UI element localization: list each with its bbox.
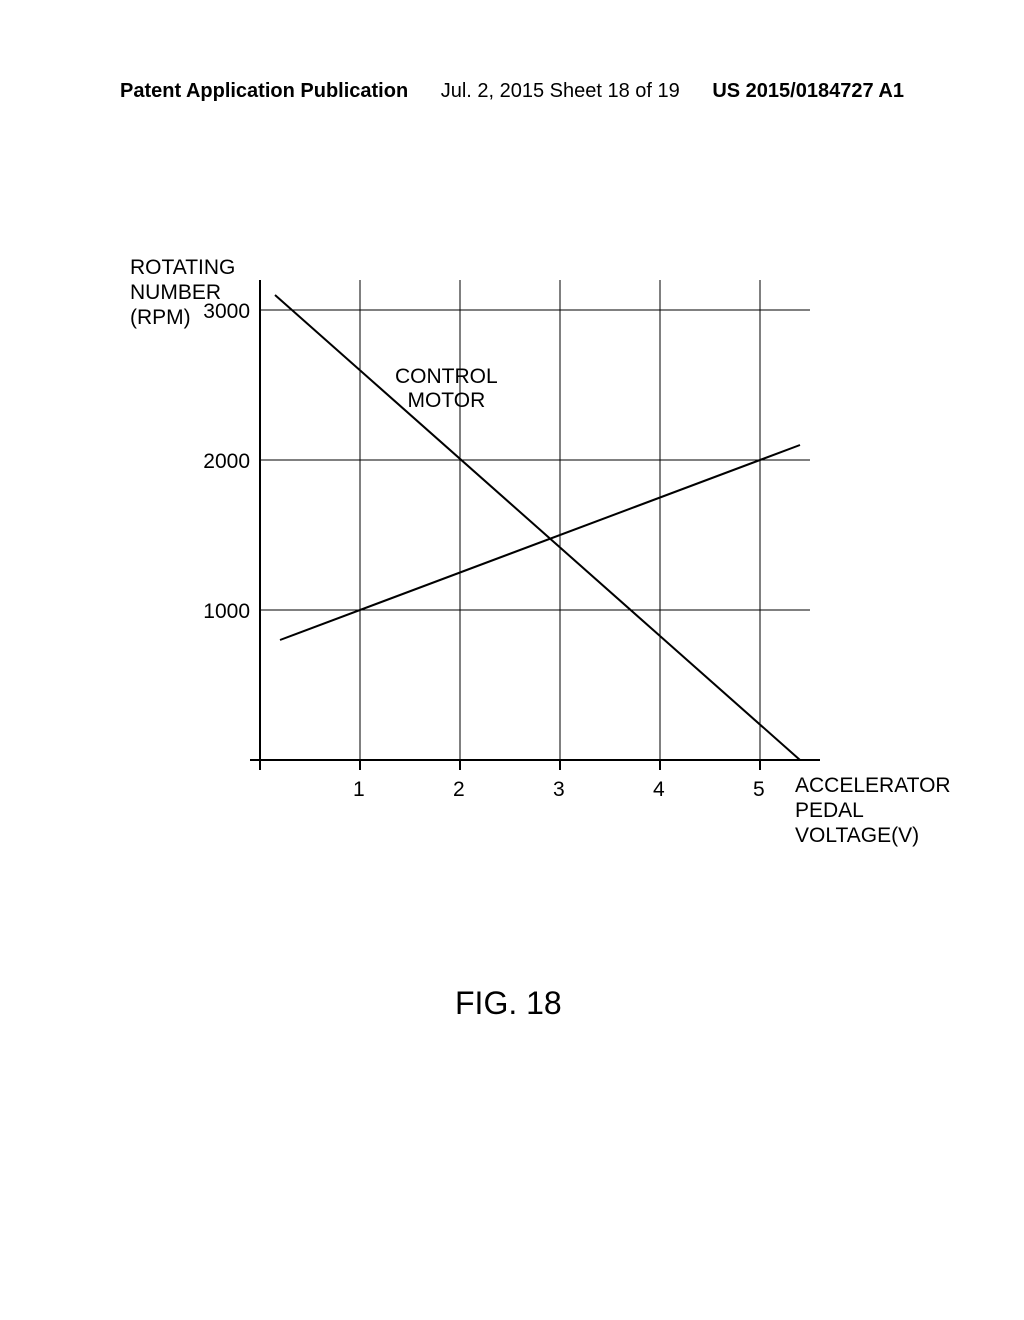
x-axis-title-line2: PEDAL bbox=[795, 799, 864, 822]
line-annotation: CONTROL MOTOR bbox=[395, 365, 498, 413]
x-axis-title-line3: VOLTAGE(V) bbox=[795, 824, 919, 847]
y-tick-2000: 2000 bbox=[190, 450, 250, 474]
x-tick-label-5: 5 bbox=[753, 778, 765, 802]
annotation-line2: MOTOR bbox=[407, 389, 485, 412]
line-descending bbox=[275, 295, 800, 760]
chart-svg bbox=[140, 260, 860, 820]
page-header: Patent Application Publication Jul. 2, 2… bbox=[0, 80, 1024, 103]
x-axis-title-line1: ACCELERATOR bbox=[795, 774, 951, 797]
x-tick-label-3: 3 bbox=[553, 778, 565, 802]
chart: ROTATING NUMBER (RPM) 3000 2000 1000 1 2 bbox=[140, 260, 860, 820]
annotation-line1: CONTROL bbox=[395, 365, 498, 388]
x-tick-label-2: 2 bbox=[453, 778, 465, 802]
x-tick-label-4: 4 bbox=[653, 778, 665, 802]
figure-caption: FIG. 18 bbox=[455, 985, 562, 1022]
y-tick-1000: 1000 bbox=[190, 600, 250, 624]
header-right: US 2015/0184727 A1 bbox=[712, 80, 904, 103]
header-left: Patent Application Publication bbox=[120, 80, 408, 103]
x-tick-label-1: 1 bbox=[353, 778, 365, 802]
x-axis-title: ACCELERATOR PEDAL VOLTAGE(V) bbox=[795, 773, 951, 849]
y-tick-3000: 3000 bbox=[190, 300, 250, 324]
line-ascending bbox=[280, 445, 800, 640]
header-center: Jul. 2, 2015 Sheet 18 of 19 bbox=[441, 80, 680, 103]
